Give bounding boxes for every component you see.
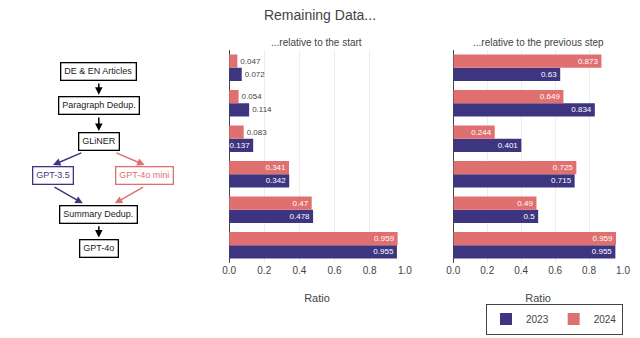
svg-text:DE & EN Articles: DE & EN Articles [64,66,132,76]
svg-text:0.072: 0.072 [245,70,266,79]
svg-text:0.0: 0.0 [222,265,236,276]
svg-text:0.873: 0.873 [578,57,599,66]
svg-text:0.244: 0.244 [471,128,492,137]
svg-text:2023: 2023 [526,314,549,325]
svg-text:0.2: 0.2 [257,265,271,276]
svg-text:0.401: 0.401 [498,141,519,150]
svg-text:...relative to the start: ...relative to the start [271,37,362,48]
svg-text:0.047: 0.047 [240,57,261,66]
svg-text:0.649: 0.649 [540,92,561,101]
svg-text:0.2: 0.2 [480,265,494,276]
svg-text:0.4: 0.4 [292,265,306,276]
svg-text:0.955: 0.955 [373,247,394,256]
svg-text:0.137: 0.137 [230,141,251,150]
svg-text:0.47: 0.47 [293,199,309,208]
svg-text:0.4: 0.4 [514,265,528,276]
svg-text:2024: 2024 [594,314,617,325]
svg-text:0.63: 0.63 [541,70,557,79]
svg-text:1.0: 1.0 [398,265,412,276]
svg-text:GLiNER: GLiNER [82,136,116,146]
svg-text:Summary Dedup.: Summary Dedup. [63,209,133,219]
svg-text:0.114: 0.114 [252,105,272,114]
svg-text:0.49: 0.49 [517,199,533,208]
svg-text:0.6: 0.6 [328,265,342,276]
svg-text:0.959: 0.959 [592,234,613,243]
svg-text:GPT-4o mini: GPT-4o mini [119,170,169,180]
svg-text:0.341: 0.341 [265,163,286,172]
svg-text:GPT-3.5: GPT-3.5 [36,170,70,180]
svg-text:0.6: 0.6 [548,265,562,276]
svg-text:0.8: 0.8 [582,265,596,276]
svg-text:0.955: 0.955 [592,247,613,256]
svg-text:0.478: 0.478 [290,212,311,221]
svg-text:Remaining Data...: Remaining Data... [264,7,376,23]
svg-text:Ratio: Ratio [304,292,330,304]
svg-text:0.342: 0.342 [266,176,287,185]
svg-text:Ratio: Ratio [525,292,551,304]
svg-text:0.5: 0.5 [523,212,535,221]
svg-text:0.834: 0.834 [571,105,592,114]
svg-text:GPT-4o: GPT-4o [83,243,114,253]
svg-text:1.0: 1.0 [616,265,630,276]
svg-text:0.0: 0.0 [446,265,460,276]
svg-text:0.054: 0.054 [242,92,263,101]
svg-text:0.725: 0.725 [553,163,574,172]
svg-text:...relative to the previous st: ...relative to the previous step [473,37,604,48]
svg-text:0.959: 0.959 [374,234,395,243]
svg-text:0.715: 0.715 [551,176,572,185]
svg-text:0.8: 0.8 [363,265,377,276]
svg-text:0.083: 0.083 [247,128,268,137]
svg-text:Paragraph Dedup.: Paragraph Dedup. [62,100,136,110]
